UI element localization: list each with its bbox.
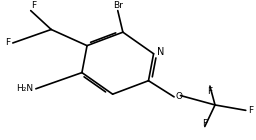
Text: F: F <box>5 38 10 47</box>
Text: F: F <box>248 106 253 115</box>
Text: Br: Br <box>113 1 123 10</box>
Text: F: F <box>207 88 212 96</box>
Text: H₂N: H₂N <box>16 84 33 93</box>
Text: F: F <box>31 1 36 10</box>
Text: F: F <box>202 119 207 128</box>
Text: N: N <box>157 47 165 57</box>
Text: O: O <box>175 92 182 101</box>
